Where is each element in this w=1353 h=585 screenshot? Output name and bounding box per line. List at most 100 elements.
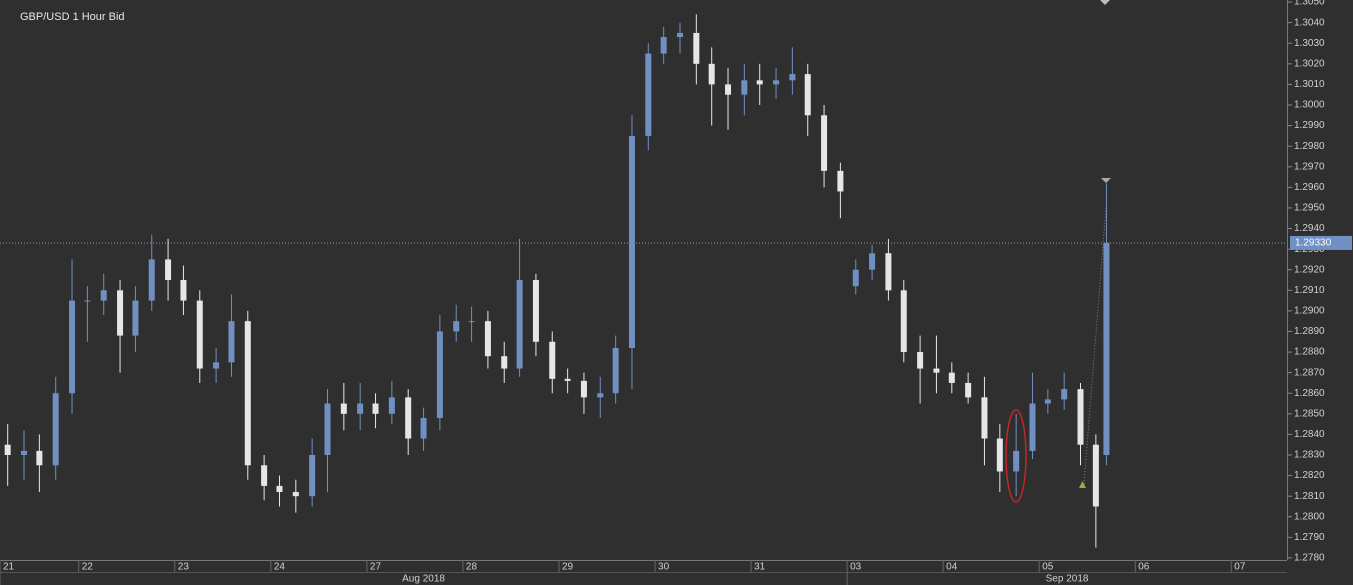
x-tick-label: 04 <box>946 562 958 573</box>
x-tick-label: 30 <box>658 562 670 573</box>
x-tick-label: 22 <box>82 562 94 573</box>
x-tick-label: 05 <box>1042 562 1054 573</box>
y-tick-label: 1.2910 <box>1294 285 1325 296</box>
candle-body <box>340 403 347 414</box>
y-tick-label: 1.2810 <box>1294 491 1325 502</box>
y-tick-label: 1.2890 <box>1294 326 1325 337</box>
candle-body <box>261 465 268 486</box>
candle-body <box>965 382 972 398</box>
candle-body <box>484 321 491 357</box>
candle-body <box>468 321 475 323</box>
candle-body <box>453 321 460 332</box>
y-tick-label: 1.2800 <box>1294 511 1325 522</box>
candle-body <box>196 300 203 369</box>
candle-body <box>597 393 604 398</box>
y-tick-label: 1.3040 <box>1294 17 1325 28</box>
x-tick-label: 29 <box>562 562 574 573</box>
y-tick-label: 1.2990 <box>1294 120 1325 131</box>
candle-body <box>1077 389 1084 445</box>
candle-body <box>372 403 379 414</box>
candle-body <box>756 80 763 85</box>
x-tick-label: 24 <box>274 562 286 573</box>
candle-body <box>1013 450 1020 472</box>
candle-body <box>1029 403 1036 451</box>
candle-body <box>1061 389 1068 400</box>
candle-body <box>917 352 924 369</box>
y-tick-label: 1.3000 <box>1294 100 1325 111</box>
candle-body <box>165 259 172 280</box>
candle-body <box>148 259 155 301</box>
high-marker <box>1101 178 1111 183</box>
y-tick-label: 1.2790 <box>1294 532 1325 543</box>
candle-body <box>660 37 667 54</box>
y-tick-label: 1.3050 <box>1294 0 1325 8</box>
y-tick-label: 1.2880 <box>1294 347 1325 358</box>
y-tick-label: 1.2980 <box>1294 141 1325 152</box>
candle-body <box>628 135 635 348</box>
candle-body <box>885 253 892 291</box>
candle-body <box>180 280 187 301</box>
candle-body <box>741 80 748 95</box>
candle-body <box>725 84 732 95</box>
x-tick-label: 06 <box>1138 562 1150 573</box>
candle-body <box>84 300 91 302</box>
candle-body <box>21 450 28 455</box>
candle-body <box>933 368 940 373</box>
trade-line <box>1083 206 1107 485</box>
candle-body <box>1092 444 1099 507</box>
candle-body <box>804 74 811 116</box>
y-tick-label: 1.3020 <box>1294 58 1325 69</box>
candle-body <box>837 170 844 192</box>
x-tick-label: 28 <box>466 562 478 573</box>
chart-title: GBP/USD 1 Hour Bid <box>20 11 125 23</box>
candle-body <box>516 280 523 369</box>
y-tick-label: 1.2780 <box>1294 553 1325 564</box>
candle-body <box>405 397 412 439</box>
y-tick-label: 1.2950 <box>1294 203 1325 214</box>
candle-body <box>693 32 700 64</box>
candle-body <box>981 397 988 439</box>
annotation-circle <box>1005 409 1027 503</box>
candle-body <box>117 290 124 336</box>
y-tick-label: 1.2840 <box>1294 429 1325 440</box>
candle-body <box>213 362 220 369</box>
candle-body <box>501 356 508 369</box>
x-tick-label: 31 <box>754 562 766 573</box>
y-tick-label: 1.3010 <box>1294 79 1325 90</box>
y-tick-label: 1.3030 <box>1294 38 1325 49</box>
candle-body <box>645 53 652 136</box>
candle-body <box>580 380 587 398</box>
month-label: Aug 2018 <box>402 574 445 585</box>
candle-body <box>549 341 556 379</box>
candle-body <box>773 80 780 85</box>
candle-body <box>869 253 876 270</box>
x-tick-label: 23 <box>178 562 190 573</box>
candle-body <box>228 321 235 363</box>
candle-body <box>132 300 139 336</box>
candle-body <box>708 63 715 85</box>
candle-body <box>420 417 427 439</box>
candle-body <box>900 290 907 353</box>
candle-body <box>1044 399 1051 404</box>
candle-body <box>36 450 43 466</box>
y-tick-label: 1.2960 <box>1294 182 1325 193</box>
y-tick-label: 1.2830 <box>1294 450 1325 461</box>
candle-body <box>821 115 828 171</box>
x-tick-label: 07 <box>1234 562 1246 573</box>
x-tick-label: 27 <box>370 562 382 573</box>
y-tick-label: 1.2870 <box>1294 367 1325 378</box>
candle-body <box>244 321 251 466</box>
candle-body <box>4 444 11 455</box>
candle-body <box>69 300 76 394</box>
month-label: Sep 2018 <box>1046 574 1089 585</box>
candle-body <box>564 378 571 381</box>
y-tick-label: 1.2970 <box>1294 161 1325 172</box>
candle-body <box>276 485 283 493</box>
current-price-label: 1.29330 <box>1295 238 1332 249</box>
y-tick-label: 1.2860 <box>1294 388 1325 399</box>
candle-body <box>324 403 331 455</box>
candle-body <box>100 290 107 301</box>
candle-body <box>436 331 443 418</box>
